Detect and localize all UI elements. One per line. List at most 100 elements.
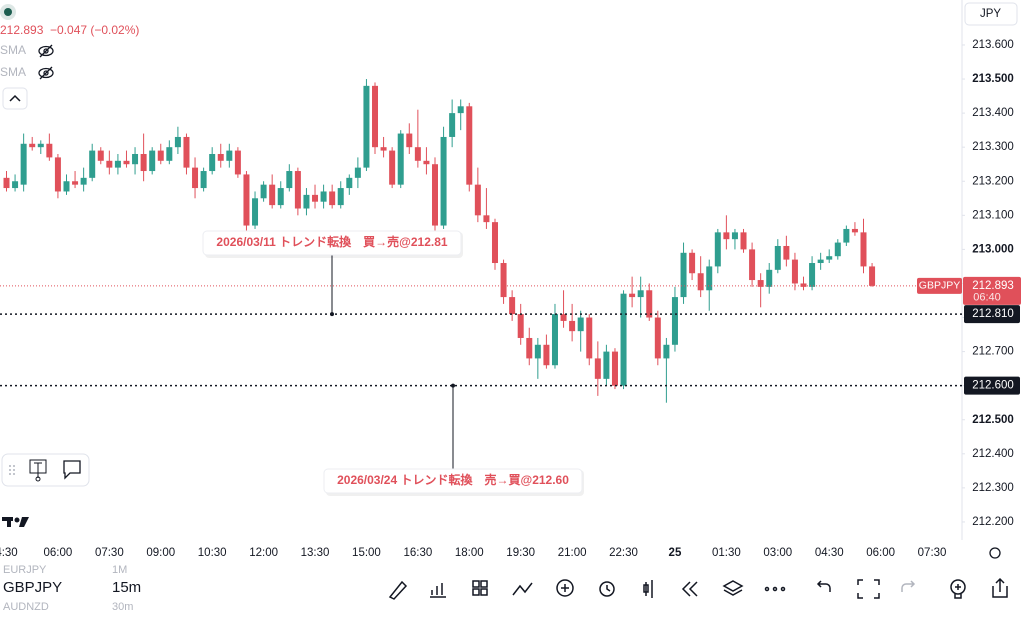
watch-interval[interactable]: 30m — [112, 601, 133, 613]
candle-body — [174, 136, 181, 148]
symbol-tag — [917, 277, 962, 294]
x-tick-label: 15:00 — [352, 547, 381, 559]
candle-body — [372, 85, 379, 148]
currency-label[interactable]: JPY — [980, 8, 1001, 20]
candle-body — [286, 171, 293, 189]
candle-body — [689, 252, 696, 274]
candle-body — [406, 133, 413, 148]
candle-body — [843, 228, 850, 243]
candle-body — [166, 147, 173, 161]
candle-body — [551, 314, 558, 366]
candle-body — [277, 188, 284, 206]
candle-body — [594, 358, 601, 379]
candle-body — [209, 153, 216, 172]
candle-body — [149, 150, 156, 172]
candle-body — [312, 194, 319, 202]
watch-symbol[interactable]: GBPJPY — [3, 579, 62, 596]
candle-body — [603, 351, 610, 379]
candle-body — [526, 337, 533, 359]
candle-body — [723, 232, 730, 240]
x-tick-label: 07:30 — [918, 547, 947, 559]
y-tick-label: 213.000 — [972, 243, 1014, 255]
y-tick-label: 213.100 — [972, 209, 1014, 221]
level-tag-label: 212.600 — [972, 380, 1014, 392]
price-tag — [963, 276, 1021, 305]
watch-symbol[interactable]: AUDNZD — [3, 601, 49, 613]
candle-body — [860, 232, 867, 267]
candle-body — [72, 181, 79, 185]
y-tick-label: 213.600 — [972, 39, 1014, 51]
candle-body — [54, 157, 61, 192]
candle-body — [466, 106, 473, 185]
y-tick-label: 212.400 — [972, 448, 1014, 460]
candle-body — [389, 150, 396, 185]
y-tick-label: 212.500 — [972, 414, 1014, 426]
y-tick-label: 213.500 — [972, 73, 1014, 85]
candle-body — [20, 143, 27, 185]
candle-body — [337, 188, 344, 206]
candle-body — [303, 194, 310, 209]
candle-body — [569, 320, 576, 332]
candle-body — [509, 297, 516, 315]
candle-body — [731, 232, 738, 240]
x-tick-label: 18:00 — [455, 547, 484, 559]
candle-body — [106, 160, 113, 168]
y-tick-label: 213.300 — [972, 141, 1014, 153]
candle-body — [354, 167, 361, 178]
header-change: −0.047 (−0.02%) — [50, 23, 139, 37]
candle-body — [192, 167, 199, 189]
candle-body — [217, 153, 224, 161]
x-tick-label: 10:30 — [198, 547, 227, 559]
candle-body — [12, 181, 19, 189]
x-tick-label: 13:30 — [301, 547, 330, 559]
annotation-anchor — [451, 383, 455, 388]
x-tick-label: 01:30 — [712, 547, 741, 559]
candle-body — [243, 174, 250, 226]
candle-body — [123, 160, 130, 165]
candle-body — [234, 150, 241, 175]
x-tick-label: 07:30 — [95, 547, 124, 559]
annotation-box — [202, 230, 462, 256]
y-tick-label: 212.200 — [972, 516, 1014, 528]
drawing-toolbar[interactable] — [1, 453, 90, 487]
watch-symbol[interactable]: EURJPY — [3, 564, 47, 576]
candle-body — [774, 245, 781, 270]
annotation-anchor — [330, 312, 334, 317]
candle-body — [89, 150, 96, 178]
candle-body — [80, 177, 87, 185]
candle-body — [629, 293, 636, 298]
candle-body — [294, 171, 301, 209]
watch-interval[interactable]: 15m — [112, 579, 141, 596]
candle-body — [183, 136, 190, 168]
x-tick-label: 12:00 — [249, 547, 278, 559]
watch-interval[interactable]: 1M — [112, 564, 127, 576]
candle-body — [114, 160, 121, 168]
currency-button[interactable] — [964, 2, 1018, 26]
candle-body — [869, 266, 876, 286]
candle-body — [680, 252, 687, 298]
x-tick-label: 19:30 — [506, 547, 535, 559]
price-tag-time: 06:40 — [973, 292, 1001, 304]
candle-body — [269, 184, 276, 206]
candle-body — [714, 232, 721, 267]
status-dot — [4, 8, 12, 16]
hide-icons[interactable] — [38, 44, 54, 80]
candle-body — [440, 136, 447, 226]
level-tag — [964, 305, 1020, 324]
candle-body — [809, 263, 816, 287]
settings-icon[interactable] — [989, 547, 1001, 559]
candle-body — [320, 191, 327, 202]
x-tick-label: 03:00 — [763, 547, 792, 559]
candle-body — [646, 290, 653, 318]
x-tick-label: 06:00 — [866, 547, 895, 559]
candle-body — [363, 85, 370, 168]
candle-body — [637, 290, 644, 298]
candle-body — [766, 269, 773, 287]
candle-body — [483, 215, 490, 223]
candle-body — [432, 164, 438, 226]
x-tick-label: 25 — [669, 547, 682, 559]
x-tick-label: 09:00 — [146, 547, 175, 559]
logo — [2, 517, 29, 527]
collapse-button[interactable] — [2, 87, 28, 110]
bottom-toolbar[interactable] — [388, 577, 1008, 600]
